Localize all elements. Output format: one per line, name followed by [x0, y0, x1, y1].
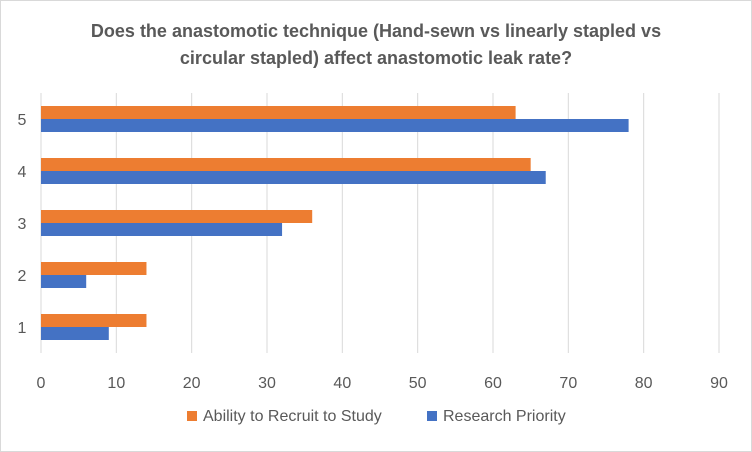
legend-swatch	[427, 411, 437, 421]
bar-research-priority-3	[41, 223, 283, 236]
x-tick-label: 20	[183, 375, 201, 392]
bar-research-priority-5	[41, 119, 629, 132]
x-tick-label: 50	[409, 375, 427, 392]
y-axis-ticks: 1 2 3 4 5	[18, 112, 27, 337]
bar-research-priority-4	[41, 171, 546, 184]
x-tick-label: 30	[258, 375, 276, 392]
y-tick-label: 2	[18, 268, 27, 285]
x-tick-label: 60	[484, 375, 502, 392]
legend-swatch	[187, 411, 197, 421]
bar-research-priority-2	[41, 275, 87, 288]
x-tick-label: 80	[635, 375, 653, 392]
bar-ability-to-recruit-2	[41, 262, 147, 275]
y-tick-label: 5	[18, 112, 27, 129]
chart-title-line-2: circular stapled) affect anastomotic lea…	[180, 48, 572, 68]
gridlines	[40, 93, 720, 353]
bar-ability-to-recruit-5	[41, 106, 516, 119]
legend-label: Ability to Recruit to Study	[203, 408, 382, 425]
y-tick-label: 3	[18, 216, 27, 233]
x-axis-ticks: 0 10 20 30 40 50 60 70 80 90	[37, 375, 728, 392]
x-tick-label: 10	[107, 375, 125, 392]
chart-title-line-1: Does the anastomotic technique (Hand-sew…	[91, 21, 661, 41]
bars	[41, 106, 629, 340]
legend-label: Research Priority	[443, 408, 566, 425]
y-tick-label: 4	[18, 164, 27, 181]
x-tick-label: 0	[37, 375, 46, 392]
bar-ability-to-recruit-1	[41, 314, 147, 327]
bar-ability-to-recruit-4	[41, 158, 531, 171]
x-tick-label: 90	[710, 375, 728, 392]
x-tick-label: 40	[333, 375, 351, 392]
bar-ability-to-recruit-3	[41, 210, 313, 223]
y-tick-label: 1	[18, 320, 27, 337]
bar-research-priority-1	[41, 327, 109, 340]
legend: Ability to Recruit to Study Research Prio…	[187, 408, 566, 425]
x-tick-label: 70	[559, 375, 577, 392]
